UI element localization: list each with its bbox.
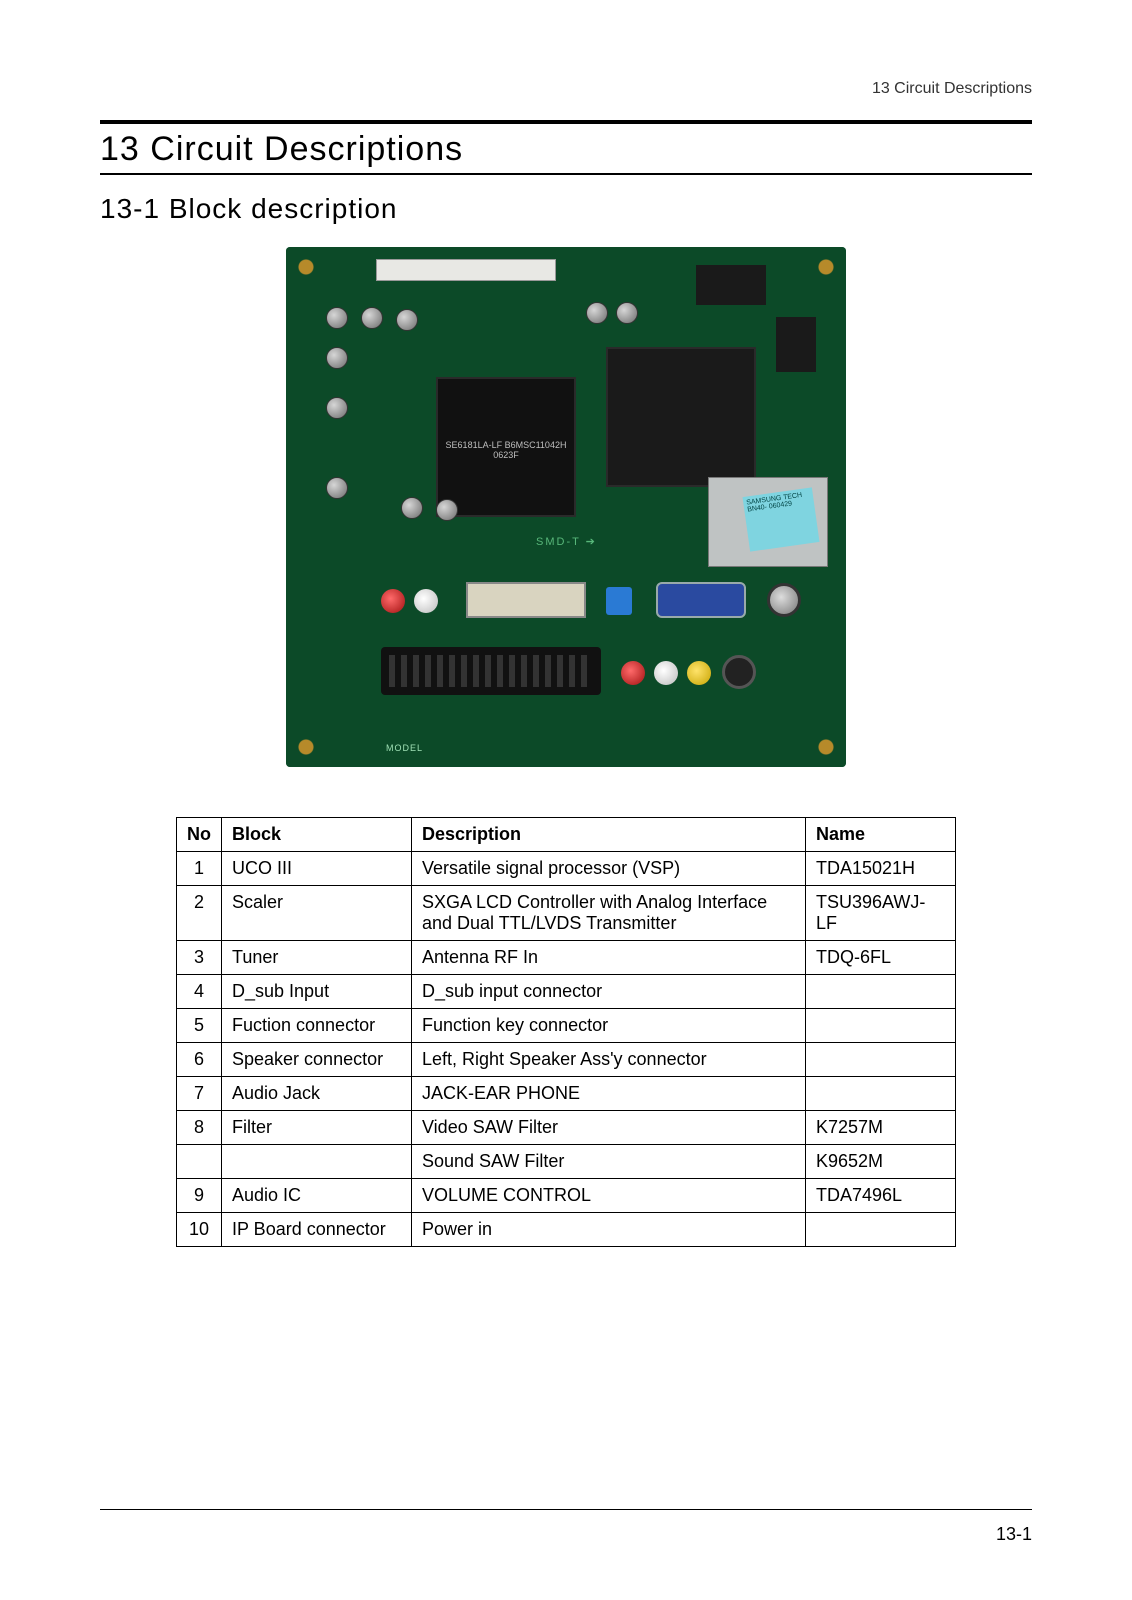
cell-block: Scaler (222, 886, 412, 941)
table-row: 9Audio ICVOLUME CONTROLTDA7496L (177, 1179, 956, 1213)
cell-block: Audio IC (222, 1179, 412, 1213)
th-name: Name (806, 818, 956, 852)
cell-desc: Power in (412, 1213, 806, 1247)
cell-block: Fuction connector (222, 1009, 412, 1043)
cell-block: Filter (222, 1111, 412, 1145)
ic-small-1 (696, 265, 766, 305)
running-header: 13 Circuit Descriptions (872, 80, 1032, 98)
cell-name (806, 975, 956, 1009)
cell-desc: Sound SAW Filter (412, 1145, 806, 1179)
table-row: 8FilterVideo SAW FilterK7257M (177, 1111, 956, 1145)
cell-desc: Left, Right Speaker Ass'y connector (412, 1043, 806, 1077)
ic-vsp (606, 347, 756, 487)
cell-no: 5 (177, 1009, 222, 1043)
cell-name: K7257M (806, 1111, 956, 1145)
th-block: Block (222, 818, 412, 852)
rf-coax (767, 583, 801, 617)
cell-block: Speaker connector (222, 1043, 412, 1077)
ffc-connector (376, 259, 556, 281)
cell-block (222, 1145, 412, 1179)
table-row: 2ScalerSXGA LCD Controller with Analog I… (177, 886, 956, 941)
page-number: 13-1 (996, 1524, 1032, 1545)
cell-no: 4 (177, 975, 222, 1009)
audio-jack (606, 587, 632, 615)
th-desc: Description (412, 818, 806, 852)
cell-name (806, 1077, 956, 1111)
rca-white (654, 661, 678, 685)
dvi-connector (466, 582, 586, 618)
tuner-label: SAMSUNG TECH BN40- 060429 (743, 487, 820, 551)
table-row: 4D_sub InputD_sub input connector (177, 975, 956, 1009)
cell-name (806, 1009, 956, 1043)
cell-no: 6 (177, 1043, 222, 1077)
chapter-title: 13 Circuit Descriptions (100, 124, 1032, 175)
capacitor (436, 499, 458, 521)
table-row: 1UCO IIIVersatile signal processor (VSP)… (177, 852, 956, 886)
capacitor (326, 397, 348, 419)
cell-no: 8 (177, 1111, 222, 1145)
capacitor (401, 497, 423, 519)
cell-block: D_sub Input (222, 975, 412, 1009)
cell-no: 3 (177, 941, 222, 975)
rca-red (621, 661, 645, 685)
cell-block: IP Board connector (222, 1213, 412, 1247)
svideo-connector (722, 655, 756, 689)
cell-no: 10 (177, 1213, 222, 1247)
cell-no: 1 (177, 852, 222, 886)
section-title: 13-1 Block description (100, 193, 1032, 225)
ic-scaler: SE6181LA-LF B6MSC11042H 0623F (436, 377, 576, 517)
rca-white (414, 589, 438, 613)
capacitor (326, 307, 348, 329)
ic-scaler-label: SE6181LA-LF B6MSC11042H 0623F (438, 440, 574, 460)
table-row: 7Audio JackJACK-EAR PHONE (177, 1077, 956, 1111)
vga-connector (656, 582, 746, 618)
cell-no: 7 (177, 1077, 222, 1111)
capacitor (361, 307, 383, 329)
cell-block: UCO III (222, 852, 412, 886)
cell-name: TDA7496L (806, 1179, 956, 1213)
cell-desc: Versatile signal processor (VSP) (412, 852, 806, 886)
cell-block: Tuner (222, 941, 412, 975)
rca-yellow (687, 661, 711, 685)
cell-desc: Function key connector (412, 1009, 806, 1043)
capacitor (326, 477, 348, 499)
block-description-table: No Block Description Name 1UCO IIIVersat… (176, 817, 956, 1247)
capacitor (326, 347, 348, 369)
cell-desc: D_sub input connector (412, 975, 806, 1009)
cell-desc: JACK-EAR PHONE (412, 1077, 806, 1111)
table-row: 3TunerAntenna RF InTDQ-6FL (177, 941, 956, 975)
footer-rule (100, 1509, 1032, 1510)
rca-red (381, 589, 405, 613)
cell-no (177, 1145, 222, 1179)
silkscreen-smd: SMD-T ➔ (536, 535, 597, 548)
capacitor (616, 302, 638, 324)
table-row: 10IP Board connectorPower in (177, 1213, 956, 1247)
capacitor (396, 309, 418, 331)
pcb-photo: SE6181LA-LF B6MSC11042H 0623F SMD-T ➔ SA… (286, 247, 846, 767)
cell-desc: VOLUME CONTROL (412, 1179, 806, 1213)
cell-name: TDA15021H (806, 852, 956, 886)
table-row: Sound SAW FilterK9652M (177, 1145, 956, 1179)
ic-small-2 (776, 317, 816, 372)
cell-no: 2 (177, 886, 222, 941)
cell-desc: Antenna RF In (412, 941, 806, 975)
cell-name: K9652M (806, 1145, 956, 1179)
cell-block: Audio Jack (222, 1077, 412, 1111)
capacitor (586, 302, 608, 324)
cell-no: 9 (177, 1179, 222, 1213)
cell-desc: SXGA LCD Controller with Analog Interfac… (412, 886, 806, 941)
table-row: 6Speaker connectorLeft, Right Speaker As… (177, 1043, 956, 1077)
th-no: No (177, 818, 222, 852)
cell-name: TSU396AWJ-LF (806, 886, 956, 941)
cell-desc: Video SAW Filter (412, 1111, 806, 1145)
scart-connector (381, 647, 601, 695)
silkscreen-model: MODEL (386, 743, 423, 753)
table-row: 5Fuction connectorFunction key connector (177, 1009, 956, 1043)
table-header-row: No Block Description Name (177, 818, 956, 852)
cell-name: TDQ-6FL (806, 941, 956, 975)
cell-name (806, 1213, 956, 1247)
cell-name (806, 1043, 956, 1077)
